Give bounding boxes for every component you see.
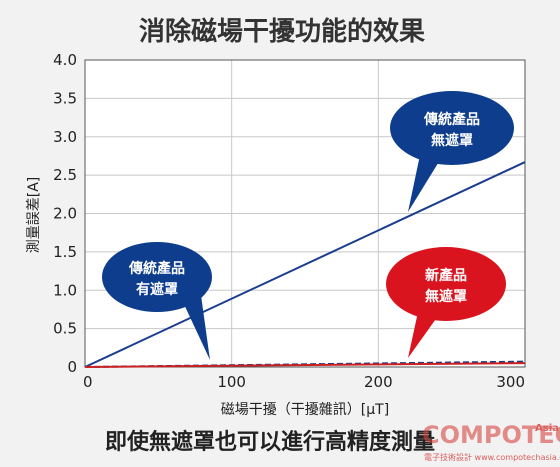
y-tick-label: 2.5: [53, 166, 77, 184]
x-tick-label: 0: [83, 373, 93, 391]
watermark-logo: COMPOTECH Asia 電子技術設計 www.compotechasia.…: [422, 421, 560, 462]
bubble-body: [102, 242, 212, 312]
bubble-tail: [408, 155, 440, 212]
series-line-1: [84, 161, 526, 368]
x-tick-label: 100: [217, 373, 246, 391]
y-tick-label: 2.0: [53, 205, 77, 223]
watermark-sub: 電子技術設計 www.compotechasia.com: [424, 452, 560, 462]
y-axis-label: 測量誤差[A]: [26, 177, 42, 254]
series-lines: [84, 161, 526, 368]
x-axis-label: 磁場干擾（干擾雜訊）[μT]: [221, 401, 389, 418]
bubble-label-line2: 無遮罩: [431, 132, 473, 149]
bubble-label-line1: 新產品: [425, 267, 467, 284]
bubble-tail: [182, 288, 210, 360]
bubble-label-line1: 傳統產品: [128, 260, 185, 277]
footer-caption: 即使無遮罩也可以進行高精度測量: [105, 429, 435, 455]
x-tick-label: 300: [496, 373, 525, 391]
y-tick-label: 1.5: [53, 243, 77, 261]
bubble-tail: [408, 312, 438, 358]
y-tick-label: 1.0: [53, 281, 77, 299]
bubble-label-line2: 有遮罩: [136, 281, 178, 298]
watermark-suffix: Asia: [535, 423, 559, 434]
x-tick-labels: 0 100 200 300: [83, 373, 525, 391]
x-tick-label: 200: [364, 373, 393, 391]
y-tick-label: 0: [67, 358, 77, 376]
bubble-body: [386, 247, 506, 321]
bubble-label-line1: 傳統產品: [423, 111, 480, 128]
y-tick-label: 3.5: [53, 89, 77, 107]
watermark-brand-text: COMPOTECH: [422, 421, 560, 449]
plot-border: [84, 59, 526, 368]
y-tick-label: 0.5: [53, 320, 77, 338]
y-tick-label: 3.0: [53, 128, 77, 146]
y-tick-labels: 0 0.5 1.0 1.5 2.0 2.5 3.0 3.5 4.0: [53, 51, 77, 376]
y-tick-label: 4.0: [53, 51, 77, 69]
chart-title: 消除磁場干擾功能的效果: [139, 16, 425, 47]
bubble-body: [390, 91, 514, 165]
series-line-3: [84, 362, 526, 368]
bubble-label-line2: 無遮罩: [425, 288, 467, 305]
